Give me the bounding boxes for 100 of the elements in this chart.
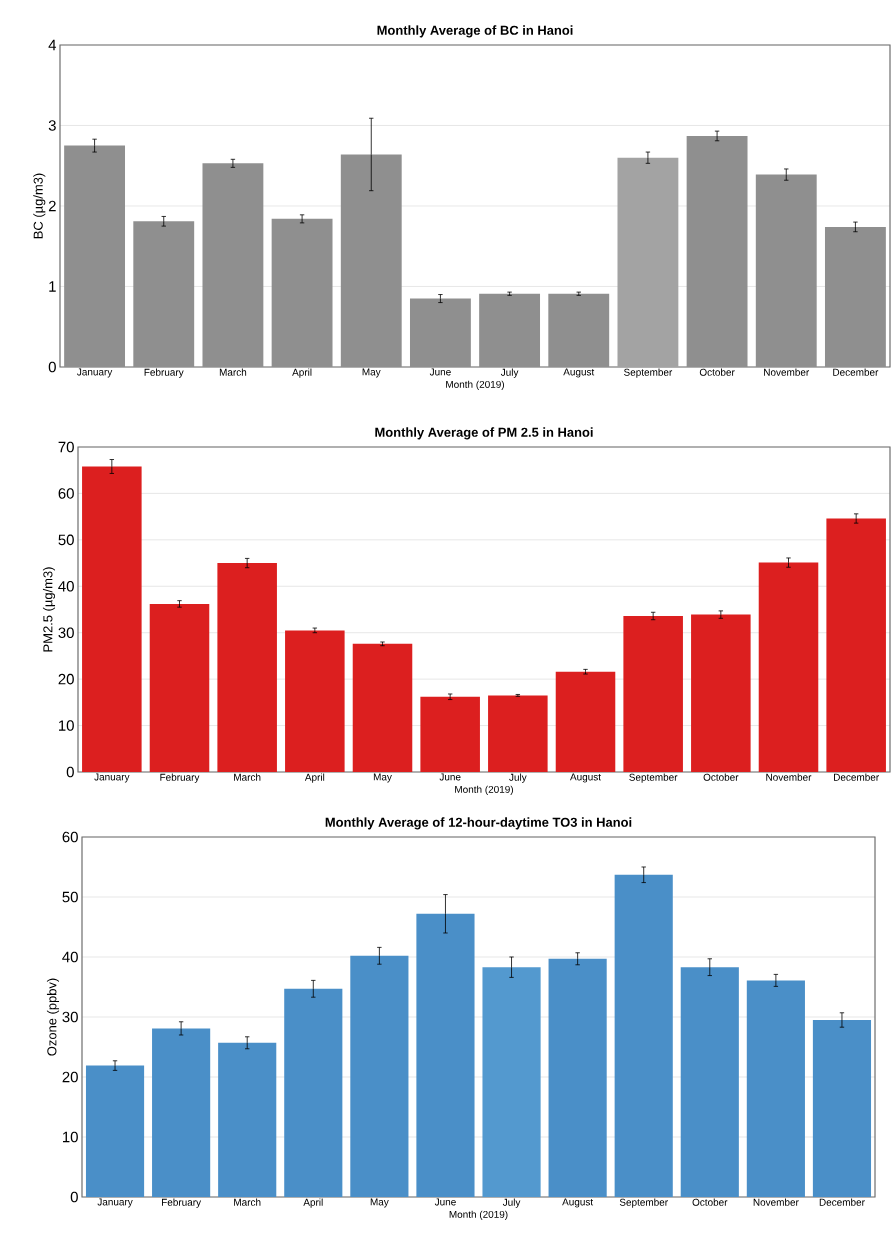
x-tick-label: February	[160, 773, 200, 783]
x-tick-label: June	[429, 368, 451, 376]
bar	[340, 154, 402, 367]
bar	[85, 1065, 145, 1197]
y-tick-label: 4	[48, 39, 57, 51]
bar	[686, 135, 748, 367]
bar	[133, 221, 195, 367]
x-tick-label: February	[144, 368, 184, 378]
bar	[824, 226, 886, 367]
chart-title: Monthly Average of 12-hour-daytime TO3 in Hanoi	[325, 817, 632, 830]
bar	[82, 466, 142, 772]
y-axis-title: BC (µg/m3)	[33, 173, 46, 239]
bar	[218, 1042, 277, 1197]
bar	[350, 955, 409, 1197]
bar	[284, 988, 343, 1197]
bar	[548, 293, 610, 367]
x-tick-label: July	[500, 368, 519, 378]
x-tick-label: March	[234, 773, 261, 781]
y-tick-label: 10	[59, 720, 74, 731]
x-tick-label: May	[362, 368, 381, 378]
x-tick-label: April	[303, 1198, 323, 1208]
y-tick-label: 3	[48, 120, 56, 131]
y-tick-label: 0	[48, 361, 56, 373]
x-tick-label: September	[619, 1198, 668, 1208]
y-tick-label: 30	[62, 1011, 78, 1023]
y-tick-label: 40	[62, 951, 78, 963]
x-tick-label: October	[699, 368, 735, 376]
x-tick-label: November	[753, 1198, 799, 1206]
bar	[152, 1028, 211, 1197]
x-tick-label: August	[562, 1198, 594, 1208]
bar	[755, 174, 817, 367]
bar	[488, 695, 548, 772]
y-tick-label: 50	[58, 534, 74, 546]
y-axis-title: PM2.5 (µg/m3)	[42, 567, 56, 652]
x-tick-label: December	[834, 773, 879, 781]
x-axis-title: Month (2019)	[449, 1210, 508, 1220]
x-tick-label: December	[833, 368, 879, 376]
chart-title: Monthly Average of PM 2.5 in Hanoi	[375, 427, 593, 440]
bar	[555, 671, 616, 772]
x-tick-label: August	[570, 773, 601, 783]
x-tick-label: April	[304, 773, 325, 783]
bar	[202, 163, 264, 367]
y-axis-title: Ozone (ppbv)	[46, 978, 60, 1056]
x-tick-label: November	[764, 368, 810, 376]
bar	[623, 615, 683, 772]
y-tick-label: 60	[58, 488, 74, 499]
x-tick-label: June	[439, 773, 461, 781]
x-tick-label: August	[563, 368, 595, 378]
y-tick-label: 1	[49, 281, 56, 292]
x-tick-label: October	[703, 773, 739, 781]
x-tick-label: September	[624, 368, 673, 378]
bar	[64, 145, 126, 367]
y-tick-label: 20	[58, 673, 74, 685]
bar	[691, 614, 751, 772]
bar	[758, 562, 819, 772]
x-tick-label: July	[502, 1198, 521, 1208]
x-tick-label: March	[219, 368, 247, 376]
bar	[271, 218, 333, 367]
bar	[482, 967, 541, 1197]
y-tick-label: 40	[58, 580, 74, 592]
x-tick-label: January	[77, 368, 113, 378]
y-tick-label: 30	[58, 627, 74, 638]
bar	[479, 293, 541, 367]
y-tick-label: 2	[48, 200, 56, 212]
x-tick-label: October	[692, 1198, 728, 1206]
x-tick-label: May	[373, 773, 392, 783]
x-tick-label: January	[97, 1198, 133, 1208]
x-axis-title: Month (2019)	[446, 380, 504, 390]
bar	[746, 980, 805, 1197]
x-tick-label: June	[434, 1198, 456, 1206]
bar	[409, 298, 471, 367]
bar	[416, 913, 475, 1197]
y-tick-label: 0	[66, 766, 74, 778]
bar	[420, 696, 480, 772]
y-tick-label: 70	[58, 441, 74, 453]
x-tick-label: September	[629, 773, 678, 783]
y-tick-label: 10	[63, 1131, 78, 1143]
bar	[826, 518, 886, 772]
y-tick-label: 0	[70, 1191, 78, 1203]
bar	[680, 967, 739, 1197]
bar	[812, 1019, 872, 1197]
x-tick-label: December	[819, 1198, 865, 1206]
x-tick-label: May	[370, 1198, 389, 1208]
x-tick-label: April	[292, 368, 312, 378]
x-tick-label: November	[766, 773, 812, 781]
y-tick-label: 20	[62, 1071, 78, 1083]
x-axis-title: Month (2019)	[455, 785, 513, 795]
x-tick-label: March	[234, 1198, 261, 1206]
y-tick-label: 50	[62, 891, 78, 903]
chart-title: Monthly Average of BC in Hanoi	[377, 25, 573, 38]
x-tick-label: January	[94, 773, 130, 783]
bar	[149, 603, 210, 772]
bar	[617, 157, 679, 367]
bar	[352, 643, 413, 772]
bar	[614, 874, 673, 1197]
y-tick-label: 60	[62, 831, 78, 843]
bar	[548, 958, 607, 1197]
x-tick-label: February	[162, 1198, 202, 1208]
bar	[217, 563, 277, 772]
bar	[285, 630, 345, 772]
